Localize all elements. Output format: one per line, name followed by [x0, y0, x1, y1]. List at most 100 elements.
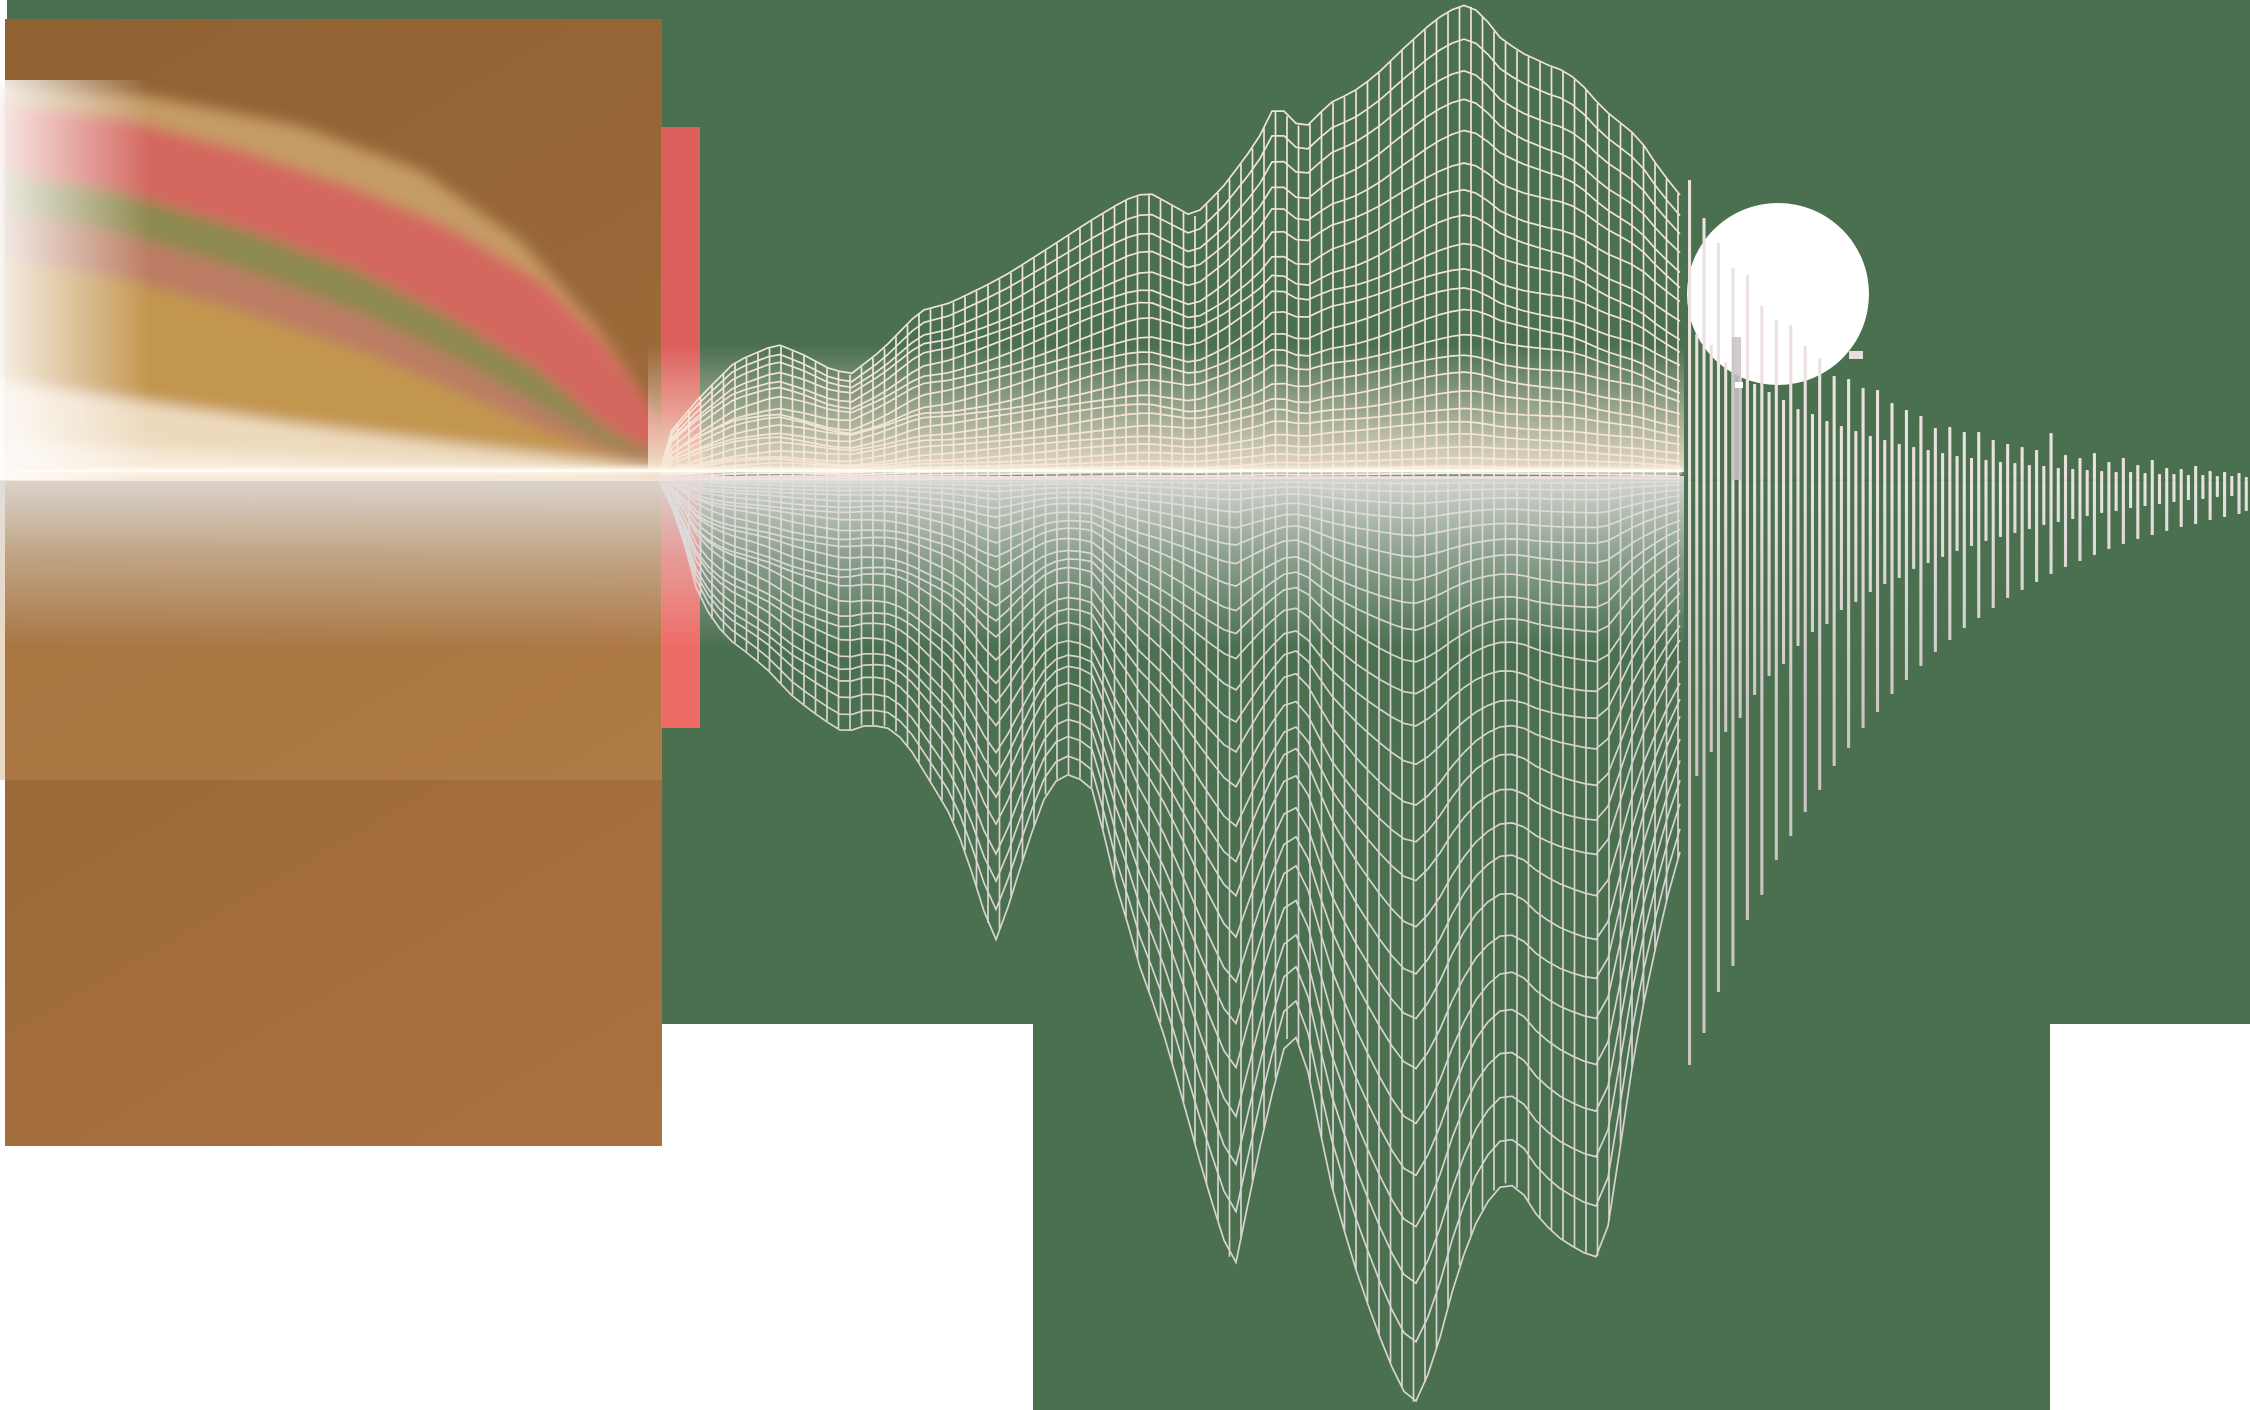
spectrum-bar-down [1977, 480, 1981, 618]
spectrum-bar-down [1738, 480, 1742, 718]
spectrum-bar-down [2230, 480, 2234, 496]
spectrum-bar-up [2107, 462, 2111, 480]
wide-gray-bar [1732, 337, 1741, 480]
spectrum-bar-up [2078, 458, 2082, 480]
spectrum-bar-up [1796, 409, 1800, 480]
spectrum-bar-up [1724, 362, 1728, 480]
spectrum-bar-down [2006, 480, 2010, 598]
spectrum-bar-down [1724, 480, 1728, 732]
spectrum-bar-down [2165, 480, 2169, 531]
spectrum-bar-up [2150, 460, 2154, 480]
spectrum-bar-up [1745, 275, 1749, 480]
spectrum-bar-down [1753, 480, 1757, 695]
spectrum-bar-down [2223, 480, 2227, 517]
spectrum-bar-up [1984, 460, 1988, 480]
spectrum-bar-down [2035, 480, 2039, 582]
spectrum-bar-up [2121, 458, 2125, 480]
spectrum-bar-up [2071, 469, 2075, 480]
spectrum-bar-down [1688, 480, 1692, 1065]
spectrum-bar-down [1709, 480, 1713, 752]
spectrum-bar-up [1861, 388, 1865, 480]
spectrum-bar-down [1868, 480, 1872, 592]
spectrum-bar-down [1731, 480, 1735, 966]
spectrum-bar-down [1861, 480, 1865, 728]
spectrum-bar-up [1868, 436, 1872, 480]
spectrum-bar-down [1760, 480, 1764, 895]
spectrum-bar-down [2107, 480, 2111, 549]
spectrum-bar-up [2143, 473, 2147, 480]
spectrum-bar-up [1933, 428, 1937, 480]
spectrum-bar-up [2194, 466, 2198, 480]
spectrum-bar-up [1716, 243, 1721, 480]
spectrum-bar-up [1919, 416, 1923, 480]
spectrum-bar-up [2136, 465, 2140, 480]
spectrum-bar-down [2172, 480, 2176, 502]
spectrum-bar-down [1745, 480, 1749, 920]
spectrum-bar-down [1818, 480, 1822, 790]
spectrum-bar-down [1919, 480, 1923, 666]
mesh-row [659, 482, 1681, 1228]
spectrum-bar-down [1926, 480, 1930, 563]
spectrum-bar-up [2230, 476, 2234, 480]
spectrum-bar-up [1688, 180, 1692, 480]
spectrum-bar-up [1948, 427, 1952, 480]
mesh-row [659, 481, 1681, 1403]
spectrum-bar-up [1904, 410, 1908, 480]
spectrum-bar-up [1781, 400, 1786, 480]
spectrum-bar-up [2063, 455, 2068, 480]
spectrum-bar-down [2186, 480, 2190, 500]
spectrum-bar-down [2237, 480, 2241, 514]
mesh-row [659, 481, 1681, 1125]
moon [1687, 203, 1869, 385]
spectrum-bar-down [1695, 480, 1699, 776]
spectrum-bar-down [2078, 480, 2082, 561]
spectrum-bar-up [2201, 475, 2205, 480]
spectrum-bar-up [1912, 447, 1916, 480]
spectrum-bar-down [1810, 480, 1815, 632]
spectrum-bar-up [1832, 376, 1836, 480]
spectrum-bar-up [1998, 462, 2002, 480]
spectrum-bar-down [1767, 480, 1771, 676]
spectrum-bar-down [1984, 480, 1988, 541]
spectrum-bar-down [1854, 480, 1858, 602]
spectrum-bar-down [1716, 480, 1721, 992]
spectrum-bar-down [2114, 480, 2118, 511]
spectrum-bar-up [2049, 433, 2053, 480]
tick-mark [1849, 351, 1863, 359]
spectrum-bar-down [1933, 480, 1937, 652]
spectrum-bar-down [2027, 480, 2031, 529]
spectrum-bar-down [1969, 480, 1974, 546]
spectrum-bar-down [1991, 480, 1995, 608]
spectrum-bar-up [1991, 440, 1995, 480]
spectrum-bar-down [1883, 480, 1887, 584]
spectrum-bar-up [2056, 468, 2060, 480]
valley-fog-band [648, 345, 1684, 472]
spectrum-bar-up [2157, 474, 2162, 480]
spectrum-bar-up [2020, 447, 2024, 480]
spectrum-bar-up [1818, 358, 1822, 480]
spectrum-bar-down [1825, 480, 1829, 624]
spectrum-bar-up [2165, 468, 2169, 480]
spectrum-bar-down [2013, 480, 2017, 533]
spectrum-bar-down [2092, 480, 2096, 555]
spectrum-bar-up [1709, 345, 1713, 480]
smoke-left-fade [0, 80, 150, 480]
spectrum-bar-down [1839, 480, 1843, 610]
spectrum-bar-up [1962, 432, 1966, 480]
spectrum-bar-up [2100, 471, 2104, 480]
spectrum-bar-up [1774, 320, 1778, 480]
spectrum-bar-up [1955, 456, 1959, 480]
spectrum-bar-up [1926, 450, 1930, 480]
spectrum-bar-down [1789, 480, 1793, 836]
spectrum-bar-down [2150, 480, 2154, 535]
spectrum-bar-up [2223, 472, 2227, 480]
spectrum-bar-down [1897, 480, 1901, 578]
spectrum-bar-down [1702, 480, 1706, 1033]
mesh-row [659, 482, 1681, 1285]
spectrum-bar-down [1832, 480, 1836, 766]
spectrum-bar-up [1890, 403, 1894, 480]
spectrum-bar-down [1890, 480, 1894, 694]
spectrum-bar-up [1825, 421, 1829, 480]
spectrum-bar-up [2013, 463, 2017, 480]
